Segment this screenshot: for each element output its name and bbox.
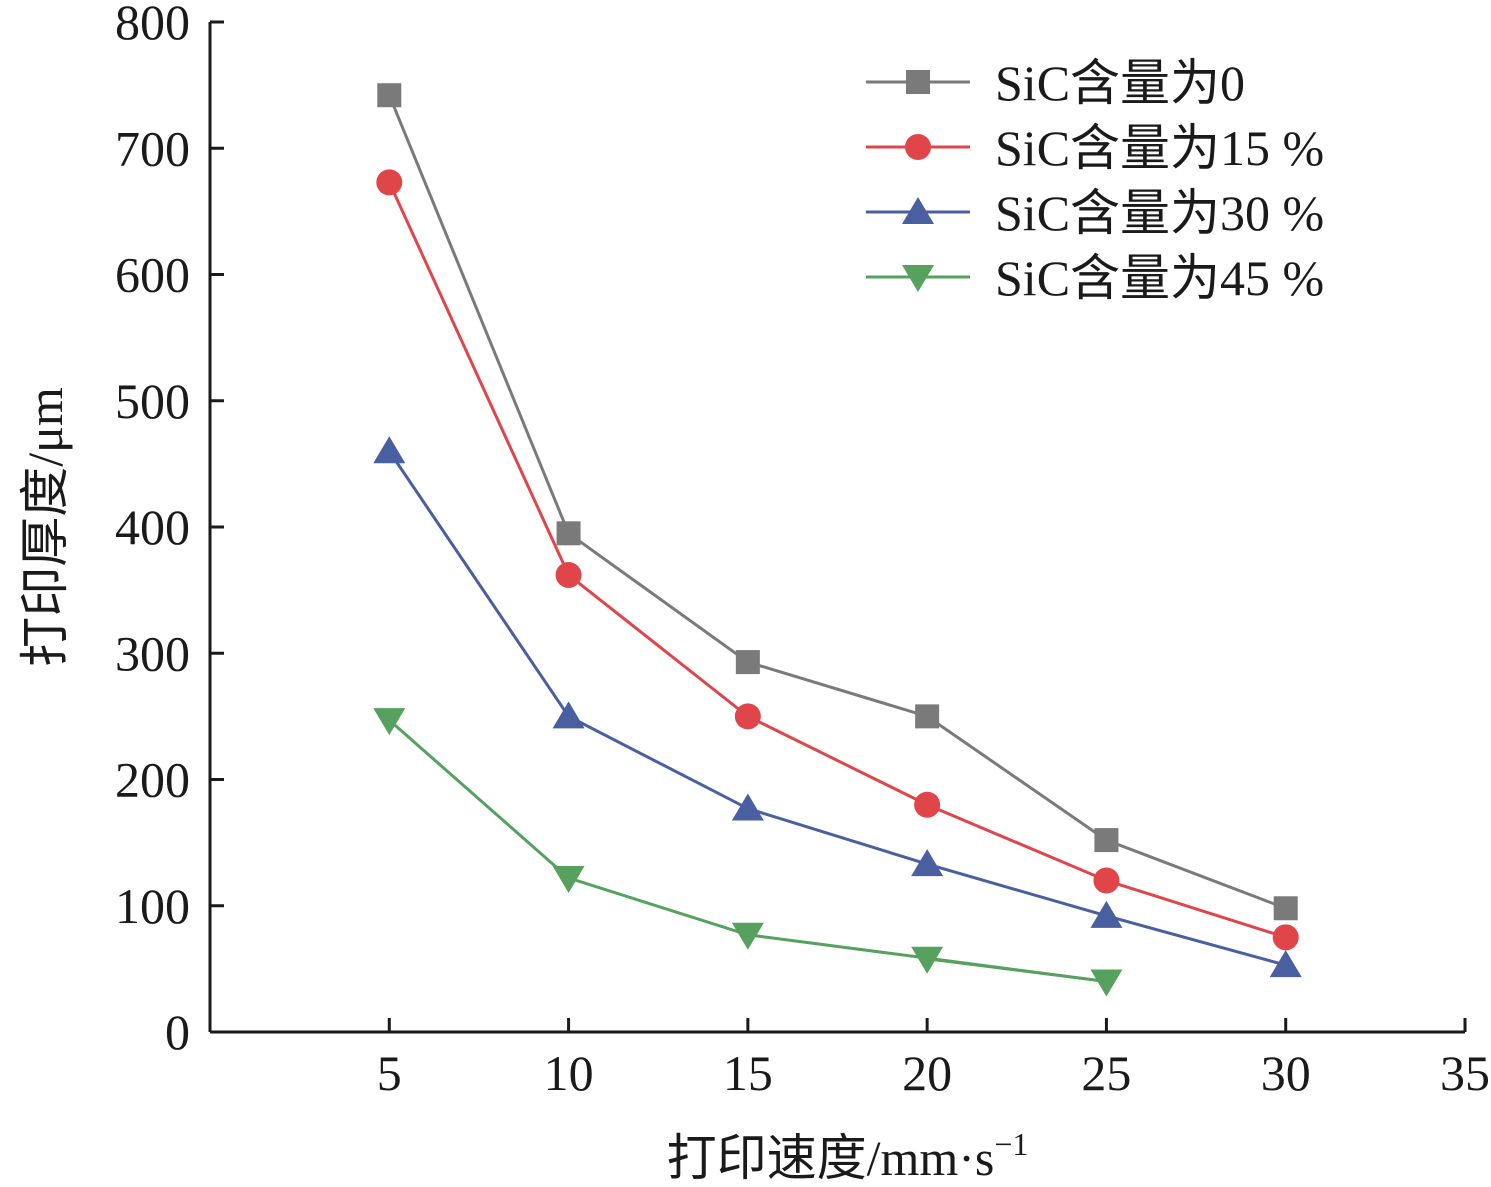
series-2 (376, 169, 1299, 951)
series-1 (377, 83, 1298, 921)
y-tick-label: 100 (115, 878, 190, 934)
legend: SiC含量为0 SiC含量为15 % SiC含量为30 % SiC含量为45 % (866, 55, 1324, 306)
series-3-point (731, 793, 764, 821)
series-4-point (1090, 969, 1123, 997)
y-tick-label: 800 (115, 0, 190, 50)
y-tick-label: 200 (115, 752, 190, 808)
series-1-point (556, 521, 581, 546)
series-1-point (1273, 896, 1298, 921)
x-axis-title-superscript: −1 (994, 1126, 1028, 1162)
series-2-point (1093, 867, 1120, 894)
series-2-line (387, 181, 1287, 939)
legend-marker (902, 265, 934, 292)
series-1-line (387, 94, 1287, 910)
x-tick-label: 20 (902, 1045, 952, 1101)
x-tick-label: 30 (1261, 1045, 1311, 1101)
x-tick-label: 35 (1440, 1045, 1490, 1101)
legend-label: SiC含量为45 % (995, 250, 1324, 306)
x-axis-title-main: 打印速度/mm·s (667, 1130, 995, 1186)
axes: 0 100 200 300 400 500 600 700 800 5 10 15 20 25 30 35 (115, 0, 1490, 1101)
y-tick-label: 400 (115, 499, 190, 555)
series-4-point (911, 946, 944, 974)
y-ticks: 0 100 200 300 400 500 600 700 800 (115, 0, 224, 1060)
y-tick-label: 500 (115, 373, 190, 429)
x-tick-label: 10 (544, 1045, 594, 1101)
x-tick-label: 25 (1081, 1045, 1131, 1101)
series-layer (373, 83, 1302, 997)
legend-item-1: SiC含量为0 (866, 55, 1245, 111)
y-axis-title: 打印厚度/μm (17, 387, 73, 667)
series-3-point (552, 701, 585, 729)
legend-item-2: SiC含量为15 % (866, 120, 1324, 176)
y-tick-label: 300 (115, 625, 190, 681)
series-2-point (376, 169, 403, 196)
series-3-point (1090, 900, 1123, 928)
series-3-point (373, 436, 406, 464)
y-tick-label: 700 (115, 120, 190, 176)
legend-item-4: SiC含量为45 % (866, 250, 1324, 306)
series-2-point (555, 561, 582, 588)
series-1-point (1094, 828, 1119, 853)
x-tick-label: 15 (723, 1045, 773, 1101)
legend-marker (905, 134, 931, 160)
series-3-point (911, 849, 944, 877)
series-4-point (373, 708, 406, 736)
series-2-point (1272, 924, 1299, 951)
series-4-point (552, 865, 585, 893)
y-tick-label: 600 (115, 247, 190, 303)
series-2-point (914, 791, 941, 818)
x-tick-label: 5 (377, 1045, 402, 1101)
series-4-point (731, 922, 764, 950)
legend-label: SiC含量为15 % (995, 120, 1324, 176)
series-3-line (388, 450, 1287, 967)
series-1-point (735, 650, 760, 675)
x-ticks: 5 10 15 20 25 30 35 (377, 1018, 1490, 1101)
legend-marker (906, 70, 930, 94)
legend-marker (902, 197, 934, 224)
series-1-point (915, 704, 940, 729)
series-3 (373, 436, 1302, 978)
series-2-point (734, 703, 761, 730)
series-4 (373, 708, 1123, 997)
series-3-point (1269, 950, 1302, 978)
legend-item-3: SiC含量为30 % (866, 185, 1324, 241)
series-1-point (377, 83, 402, 108)
y-tick-label: 0 (165, 1004, 190, 1060)
x-axis-title: 打印速度/mm·s−1 (667, 1126, 1029, 1186)
legend-label: SiC含量为0 (995, 55, 1245, 111)
legend-label: SiC含量为30 % (995, 185, 1324, 241)
